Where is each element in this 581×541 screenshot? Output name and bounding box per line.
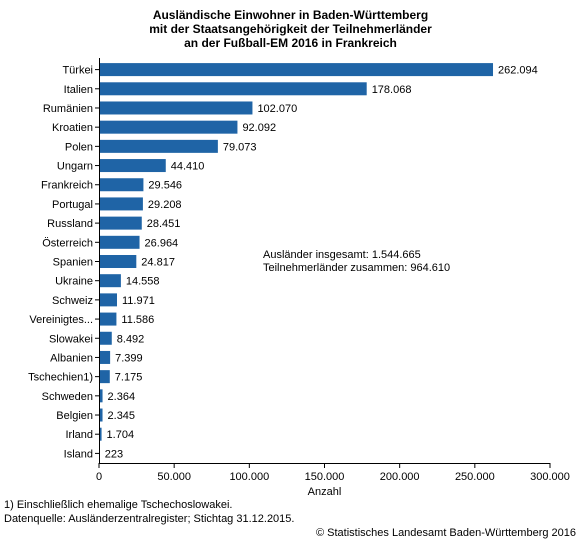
bar-1 [99,82,367,96]
summary-participants: Teilnehmerländer zusammen: 964.610 [263,262,451,274]
value-label-15: 7.399 [115,352,143,364]
category-label-10: Spanien [53,257,93,269]
bar-18 [99,408,103,422]
x-tick-label-0: 0 [96,471,102,483]
bar-17 [99,389,103,403]
axes-group: Türkei Italien Rumänien Kroatien Polen Ungarn… [28,58,570,483]
category-label-5: Ungarn [57,161,93,173]
x-tick-label-4: 200.000 [380,471,420,483]
bar-8 [99,216,142,230]
value-label-6: 29.546 [148,180,182,192]
value-label-1: 178.068 [372,84,412,96]
data-source: Datenquelle: Ausländerzentralregister; S… [4,513,295,525]
bar-6 [99,178,144,192]
value-label-0: 262.094 [498,65,538,77]
category-label-15: Albanien [50,352,93,364]
chart-title-line-3: an der Fußball-EM 2016 in Frankreich [184,36,397,50]
bar-11 [99,274,121,288]
bar-14 [99,331,112,345]
bars-group: 262.094 178.068 102.070 92.092 79.073 44.410 2… [99,63,538,460]
chart-title: Ausländische Einwohner in Baden-Württemb… [0,8,581,50]
x-axis-label: Anzahl [308,486,342,498]
bar-10 [99,255,137,268]
x-tick-label-5: 250.000 [455,471,495,483]
chart-title-line-2: mit der Staatsangehörigkeit der Teilnehm… [149,22,432,36]
category-label-14: Slowakei [49,333,93,345]
bar-12 [99,293,117,307]
category-label-18: Belgien [56,410,93,422]
value-label-17: 2.364 [108,391,136,403]
category-label-13: Vereinigtes... [29,314,93,326]
value-label-10: 24.817 [141,257,175,269]
x-tick-label-1: 50.000 [157,471,191,483]
bar-4 [99,139,218,153]
value-label-2: 102.070 [257,103,297,115]
category-label-4: Polen [65,141,93,153]
category-label-8: Russland [47,218,93,230]
value-label-12: 11.971 [122,295,155,307]
bar-16 [99,370,110,384]
value-label-14: 8.492 [117,333,145,345]
value-label-9: 26.964 [145,237,179,249]
chart-title-line-1: Ausländische Einwohner in Baden-Württemb… [152,8,429,22]
category-label-11: Ukraine [55,276,93,288]
value-label-19: 1.704 [107,429,135,441]
bar-0 [99,63,494,77]
value-label-7: 29.208 [148,199,182,211]
x-tick-label-3: 150.000 [305,471,345,483]
value-label-16: 7.175 [115,372,143,384]
footnote: 1) Einschließlich ehemalige Tschechoslow… [4,499,233,511]
x-tick-label-2: 100.000 [229,471,269,483]
category-label-6: Frankreich [41,180,93,192]
value-label-5: 44.410 [171,161,205,173]
category-label-20: Island [64,448,93,460]
summary-box: Ausländer insgesamt: 1.544.665 Teilnehme… [263,249,450,275]
bar-5 [99,159,166,173]
value-label-18: 2.345 [108,410,136,422]
value-label-20: 223 [105,448,123,460]
bar-13 [99,312,117,326]
category-label-17: Schweden [42,391,93,403]
bar-2 [99,101,253,115]
copyright: © Statistisches Landesamt Baden-Württemb… [315,527,576,539]
value-label-4: 79.073 [223,141,257,153]
value-label-13: 11.586 [121,314,154,326]
category-label-1: Italien [64,84,93,96]
category-label-2: Rumänien [43,103,93,115]
category-label-0: Türkei [62,65,93,77]
bar-19 [99,427,102,441]
category-label-3: Kroatien [52,122,93,134]
bar-9 [99,235,140,249]
x-tick-label-6: 300.000 [530,471,570,483]
category-label-12: Schweiz [52,295,93,307]
category-label-9: Österreich [42,237,93,249]
category-label-7: Portugal [52,199,93,211]
bar-15 [99,350,111,364]
category-label-19: Irland [65,429,93,441]
value-label-8: 28.451 [147,218,181,230]
summary-total: Ausländer insgesamt: 1.544.665 [263,249,421,261]
bar-3 [99,120,238,134]
value-label-11: 14.558 [126,276,160,288]
bar-7 [99,197,143,211]
category-label-16: Tschechien1) [28,372,93,384]
value-label-3: 92.092 [242,122,276,134]
